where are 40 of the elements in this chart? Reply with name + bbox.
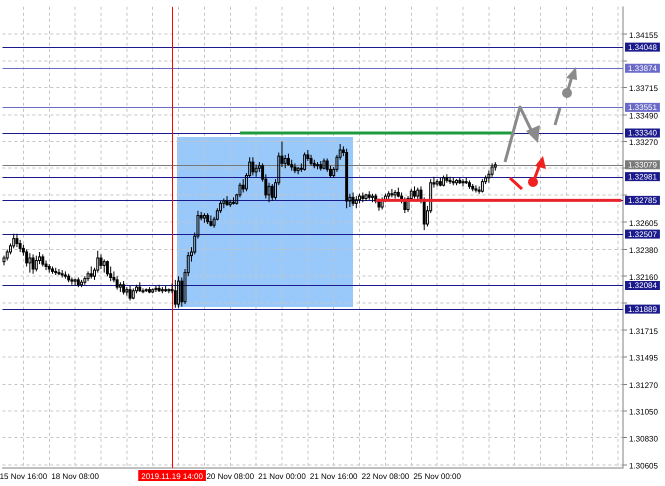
y-tick-label: 1.31715 [629, 326, 658, 336]
x-tick-label: 2019.11.19 14:00 [141, 472, 204, 482]
ref-line-label: 1.32507 [628, 230, 658, 239]
x-tick-label: 18 Nov 08:00 [51, 472, 100, 482]
ref-line-label: 1.32785 [628, 196, 658, 206]
ref-line-label: 1.32084 [628, 281, 658, 290]
ref-line-label: 1.33551 [628, 103, 658, 112]
ref-line-label: 1.34048 [628, 42, 658, 52]
candlestick [268, 182, 271, 203]
y-tick-label: 1.31270 [629, 380, 658, 390]
y-tick-label: 1.32160 [629, 272, 658, 282]
x-tick-label: 21 Nov 16:00 [310, 472, 358, 482]
y-tick-label: 1.31495 [629, 354, 658, 363]
candlestick [202, 212, 206, 224]
y-tick-label: 1.30605 [629, 462, 658, 471]
candlestick [177, 276, 180, 308]
y-tick-label: 1.30830 [629, 434, 658, 444]
ref-line-label: 1.33340 [628, 128, 658, 138]
candlestick [74, 278, 77, 286]
ref-line-label: 1.31889 [628, 304, 658, 314]
ref-line-label: 1.33079 [628, 160, 658, 170]
candlestick [354, 196, 358, 209]
y-tick-label: 1.33270 [629, 138, 658, 148]
y-tick-label: 1.31050 [629, 408, 658, 417]
x-tick-label: 15 Nov 16:00 [0, 472, 48, 482]
candlestick [28, 252, 32, 274]
x-tick-label: 21 Nov 00:00 [258, 472, 306, 482]
x-tick-label: 22 Nov 08:00 [362, 472, 410, 482]
y-tick-label: 1.32605 [629, 218, 658, 228]
candlestick [222, 198, 226, 209]
y-tick-label: 1.33715 [629, 84, 658, 94]
y-tick-label: 1.34155 [629, 30, 658, 40]
y-tick-label: 1.33490 [629, 112, 658, 121]
candlestick [34, 255, 38, 272]
x-tick-label: 20 Nov 08:00 [206, 472, 255, 482]
y-tick-label: 1.32380 [629, 246, 658, 256]
candlestick [102, 258, 106, 274]
ref-line-label: 1.33874 [628, 64, 658, 73]
x-tick-label: 25 Nov 00:00 [413, 472, 462, 482]
ref-line-label: 1.32981 [628, 172, 658, 182]
